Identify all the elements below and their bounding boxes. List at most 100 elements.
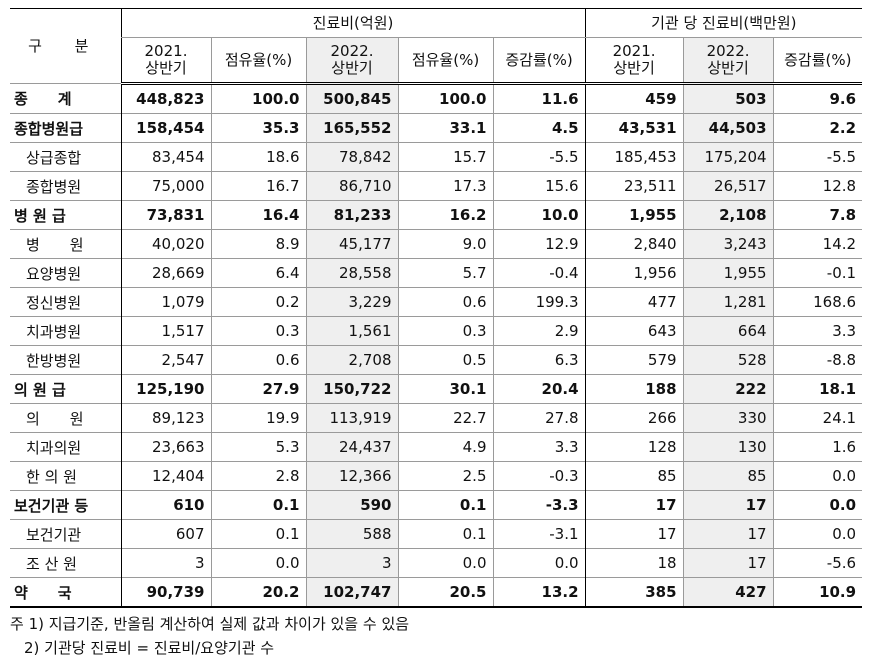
cell-value: 100.0 — [397, 83, 493, 114]
cell-value: 17 — [682, 490, 774, 520]
cell-value: 2.5 — [397, 461, 493, 491]
table-row: 정신병원 1,079 0.2 3,229 0.6 199.3 477 1,281 168.6 — [10, 287, 863, 317]
row-label: 종 계 — [14, 90, 72, 108]
row-label: 병 원 — [26, 235, 84, 254]
cell-value: 12,366 — [305, 461, 398, 491]
row-label: 한 의 원 — [26, 467, 77, 486]
cell-value: 30.1 — [397, 374, 493, 404]
cell-value: 27.9 — [210, 374, 306, 404]
cell-value: 330 — [682, 403, 774, 433]
cell-value: 10.0 — [492, 200, 586, 230]
cell-value: 17 — [682, 548, 774, 578]
cell-value: 0.0 — [772, 461, 863, 491]
cell-value: 130 — [682, 432, 774, 462]
cell-value: 113,919 — [305, 403, 398, 433]
header-col-4: 증감률(%) — [492, 37, 586, 85]
cell-value: 0.1 — [397, 519, 493, 549]
cell-value: 588 — [305, 519, 398, 549]
cell-value: 6.4 — [210, 258, 306, 288]
cell-value: 590 — [305, 490, 398, 520]
table-row: 치과병원 1,517 0.3 1,561 0.3 2.9 643 664 3.3 — [10, 316, 863, 346]
cell-value: 477 — [584, 287, 684, 317]
row-label: 요양병원 — [26, 264, 82, 283]
cell-value: 17.3 — [397, 171, 493, 201]
cell-value: 0.1 — [210, 490, 306, 520]
cell-value: 35.3 — [210, 113, 306, 143]
cell-value: 500,845 — [305, 83, 398, 114]
cell-value: 0.6 — [397, 287, 493, 317]
cell-value: 28,558 — [305, 258, 398, 288]
cell-value: -8.8 — [772, 345, 863, 375]
table-row: 보건기관 607 0.1 588 0.1 -3.1 17 17 0.0 — [10, 519, 863, 549]
cell-value: 0.3 — [210, 316, 306, 346]
cell-value: 4.9 — [397, 432, 493, 462]
cell-value: 20.5 — [397, 577, 493, 607]
header-col-5: 2021. 상반기 — [584, 37, 684, 85]
row-label: 의 원 — [26, 409, 84, 428]
medical-expense-table: 구 분 진료비(억원) 기관 당 진료비(백만원) 2021. 상반기 점유율(%… — [10, 8, 863, 608]
table-row: 약 국 90,739 20.2 102,747 20.5 13.2 385 427 10.9 — [10, 577, 863, 607]
cell-value: 5.7 — [397, 258, 493, 288]
cell-value: 664 — [682, 316, 774, 346]
row-label: 조 산 원 — [26, 554, 77, 573]
cell-value: 18.1 — [772, 374, 863, 404]
cell-value: 10.9 — [772, 577, 863, 607]
cell-value: 81,233 — [305, 200, 398, 230]
cell-value: 610 — [120, 490, 211, 520]
cell-value: 40,020 — [120, 229, 211, 259]
cell-value: 448,823 — [120, 83, 211, 114]
cell-value: 14.2 — [772, 229, 863, 259]
cell-value: 18.6 — [210, 142, 306, 172]
cell-value: 222 — [682, 374, 774, 404]
cell-value: -3.1 — [492, 519, 586, 549]
cell-value: 2,547 — [120, 345, 211, 375]
cell-value: 3 — [305, 548, 398, 578]
cell-value: 0.0 — [397, 548, 493, 578]
row-label: 병 원 급 — [14, 206, 66, 225]
cell-value: 165,552 — [305, 113, 398, 143]
cell-value: 17 — [682, 519, 774, 549]
cell-value: 28,669 — [120, 258, 211, 288]
cell-value: 15.7 — [397, 142, 493, 172]
cell-value: 45,177 — [305, 229, 398, 259]
row-label: 보건기관 — [26, 525, 82, 544]
header-col-2: 2022. 상반기 — [305, 37, 398, 85]
cell-value: 5.3 — [210, 432, 306, 462]
header-group-per-institution: 기관 당 진료비(백만원) — [584, 8, 863, 38]
table-row: 병 원 40,020 8.9 45,177 9.0 12.9 2,840 3,243 14.2 — [10, 229, 863, 259]
cell-value: 22.7 — [397, 403, 493, 433]
cell-value: 12,404 — [120, 461, 211, 491]
cell-value: 175,204 — [682, 142, 774, 172]
cell-value: -3.3 — [492, 490, 586, 520]
cell-value: 27.8 — [492, 403, 586, 433]
cell-value: 1,517 — [120, 316, 211, 346]
cell-value: 643 — [584, 316, 684, 346]
row-label: 치과병원 — [26, 322, 82, 341]
table-row: 의 원 89,123 19.9 113,919 22.7 27.8 266 330 24.1 — [10, 403, 863, 433]
cell-value: 528 — [682, 345, 774, 375]
cell-value: 75,000 — [120, 171, 211, 201]
cell-value: 4.5 — [492, 113, 586, 143]
cell-value: 2,708 — [305, 345, 398, 375]
cell-value: 1,281 — [682, 287, 774, 317]
cell-value: 11.6 — [492, 83, 586, 114]
table-row: 요양병원 28,669 6.4 28,558 5.7 -0.4 1,956 1,955 -0.1 — [10, 258, 863, 288]
footnote-1: 주 1) 지급기준, 반올림 계산하여 실제 값과 차이가 있을 수 있음 — [10, 615, 410, 633]
cell-value: 13.2 — [492, 577, 586, 607]
table-row: 보건기관 등 610 0.1 590 0.1 -3.3 17 17 0.0 — [10, 490, 863, 520]
cell-value: 23,511 — [584, 171, 684, 201]
table-row: 병 원 급 73,831 16.4 81,233 16.2 10.0 1,955 2,108 7… — [10, 200, 863, 230]
table-container: 구 분 진료비(억원) 기관 당 진료비(백만원) 2021. 상반기 점유율(%… — [10, 8, 863, 660]
cell-value: 0.1 — [397, 490, 493, 520]
cell-value: -0.1 — [772, 258, 863, 288]
row-label: 정신병원 — [26, 293, 82, 312]
table-row: 조 산 원 3 0.0 3 0.0 0.0 18 17 -5.6 — [10, 548, 863, 578]
row-label: 의 원 급 — [14, 380, 66, 399]
cell-value: 83,454 — [120, 142, 211, 172]
header-col-0: 2021. 상반기 — [120, 37, 211, 85]
footnotes: 주 1) 지급기준, 반올림 계산하여 실제 값과 차이가 있을 수 있음 2)… — [10, 612, 862, 660]
cell-value: 78,842 — [305, 142, 398, 172]
cell-value: 2.9 — [492, 316, 586, 346]
table-row: 의 원 급 125,190 27.9 150,722 30.1 20.4 188 222 18.… — [10, 374, 863, 404]
cell-value: 17 — [584, 519, 684, 549]
